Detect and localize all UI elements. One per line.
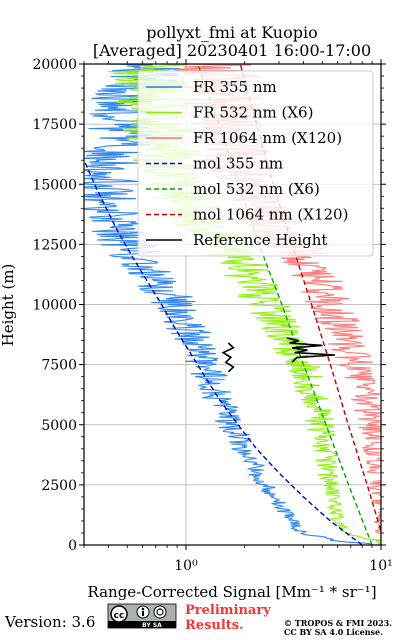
chart-title-line1: pollyxt_fmi at Kuopio bbox=[146, 23, 317, 42]
y-axis-label: Height (m) bbox=[0, 264, 17, 347]
series-reference-height bbox=[286, 337, 335, 363]
badge-text: BY SA bbox=[142, 622, 162, 629]
series-reference-height bbox=[221, 342, 235, 373]
y-tick-label: 7500 bbox=[41, 358, 77, 374]
y-tick-label: 15000 bbox=[32, 177, 77, 193]
svg-text:cc: cc bbox=[114, 611, 125, 621]
y-tick-label: 17500 bbox=[32, 117, 77, 133]
legend-label-fr-355-nm: FR 355 nm bbox=[193, 78, 277, 96]
legend: FR 355 nm FR 532 nm (X6) FR 1064 nm (X120)… bbox=[137, 70, 374, 257]
copyright-line1: © TROPOS & FMI 2023. bbox=[284, 618, 392, 628]
series-mol-355-nm bbox=[84, 159, 363, 545]
y-tick-label: 10000 bbox=[32, 298, 77, 314]
y-tick-label: 20000 bbox=[32, 57, 77, 73]
x-tick-label: 10⁰ bbox=[174, 558, 198, 574]
y-tick-label: 12500 bbox=[32, 237, 77, 253]
y-tick-label: 5000 bbox=[41, 418, 77, 434]
legend-box bbox=[137, 70, 374, 257]
x-tick-label: 10¹ bbox=[369, 558, 392, 574]
x-axis-label: Range-Corrected Signal [Mm⁻¹ * sr⁻¹] bbox=[87, 583, 376, 601]
copyright-line2: CC BY SA 4.0 License. bbox=[284, 627, 383, 637]
y-tick-label: 0 bbox=[68, 538, 77, 554]
preliminary-line2: Results. bbox=[185, 618, 244, 633]
legend-label-fr-532-nm-x6: FR 532 nm (X6) bbox=[193, 104, 313, 122]
y-tick-label: 2500 bbox=[41, 478, 77, 494]
axis-ticks: 0 2500 5000 7500 10000 12500 15000 17500 20000 10… bbox=[32, 57, 392, 574]
legend-label-reference-height: Reference Height bbox=[193, 231, 327, 249]
cc-license-badge-icon: cc BY SA bbox=[107, 603, 177, 629]
series-fr-355-nm bbox=[84, 64, 374, 545]
chart-title-line2: [Averaged] 20230401 16:00-17:00 bbox=[93, 41, 371, 60]
legend-label-mol-355-nm: mol 355 nm bbox=[193, 155, 283, 173]
preliminary-line1: Preliminary bbox=[185, 603, 271, 618]
legend-label-fr-1064-nm-x120: FR 1064 nm (X120) bbox=[193, 129, 342, 147]
legend-label-mol-1064-nm-x120: mol 1064 nm (X120) bbox=[193, 206, 348, 224]
legend-label-mol-532-nm-x6: mol 532 nm (X6) bbox=[193, 180, 320, 198]
version-text: Version: 3.6 bbox=[4, 613, 95, 631]
